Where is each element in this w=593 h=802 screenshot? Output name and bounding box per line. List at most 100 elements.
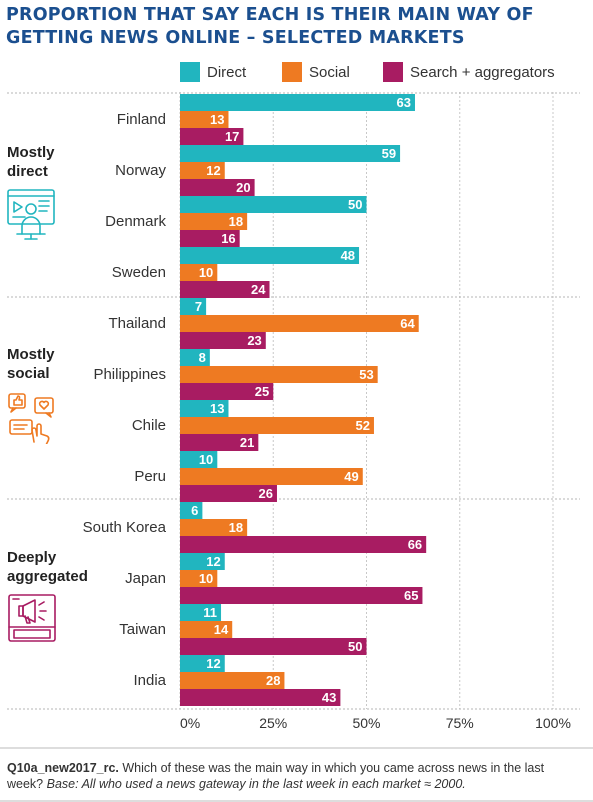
group-label-mostly-direct-line-1: Mostly [7,144,55,161]
bar-peru-direct [180,451,218,468]
value-label-india-search-aggregators: 43 [322,690,336,705]
value-label-taiwan-direct: 11 [203,605,217,620]
bar-chile-search-aggregators [180,434,259,451]
value-label-philippines-search-aggregators: 25 [255,384,269,399]
category-label-philippines: Philippines [93,366,166,383]
bar-denmark-direct [180,196,367,213]
footnote-question-text: Which of these was the main way in which… [7,761,545,791]
bar-south-korea-search-aggregators [180,536,427,553]
value-label-south-korea-search-aggregators: 66 [408,537,422,552]
bar-south-korea-social [180,519,248,536]
category-label-finland: Finland [117,111,166,128]
value-label-philippines-direct: 8 [199,350,206,365]
bar-norway-social [180,162,225,179]
chart-title: PROPORTION THAT SAY EACH IS THEIR MAIN W… [6,4,586,50]
bar-japan-direct [180,553,225,570]
bar-taiwan-social [180,621,233,638]
value-label-taiwan-social: 14 [214,622,229,637]
bar-india-direct [180,655,225,672]
value-label-thailand-social: 64 [400,316,415,331]
value-label-south-korea-direct: 6 [191,503,198,518]
legend-swatch-direct [180,62,200,82]
bar-japan-search-aggregators [180,587,423,604]
category-label-south-korea: South Korea [83,519,167,536]
value-label-denmark-direct: 50 [348,197,362,212]
bar-thailand-direct [180,298,207,315]
group-label-mostly-direct-line-2: direct [7,163,48,180]
value-label-india-social: 28 [266,673,280,688]
bar-taiwan-direct [180,604,222,621]
value-label-peru-social: 49 [344,469,358,484]
value-label-japan-search-aggregators: 65 [404,588,418,603]
bar-sweden-social [180,264,218,281]
bar-india-social [180,672,285,689]
footnote-base: Base: All who used a news gateway in the… [43,777,466,791]
value-label-denmark-search-aggregators: 16 [221,231,235,246]
value-label-thailand-search-aggregators: 23 [247,333,261,348]
group-label-deeply-aggregated: Deeply aggregated [7,548,88,586]
x-tick-label-75: 75% [446,715,474,731]
legend: Direct Social Search + aggregators [0,62,593,82]
category-label-denmark: Denmark [105,213,166,230]
bar-peru-social [180,468,363,485]
category-label-thailand: Thailand [108,315,166,332]
bar-denmark-search-aggregators [180,230,240,247]
value-label-south-korea-social: 18 [229,520,243,535]
bar-philippines-direct [180,349,210,366]
value-label-sweden-social: 10 [199,265,213,280]
bar-peru-search-aggregators [180,485,277,502]
group-label-deeply-aggregated-line-2: aggregated [7,568,88,585]
value-label-norway-direct: 59 [382,146,396,161]
bar-japan-social [180,570,218,587]
bar-thailand-social [180,315,419,332]
legend-label-direct: Direct [207,63,247,81]
legend-swatch-social [282,62,302,82]
value-label-japan-social: 10 [199,571,213,586]
value-label-japan-direct: 12 [206,554,220,569]
value-label-philippines-social: 53 [359,367,373,382]
bar-finland-social [180,111,229,128]
bar-denmark-social [180,213,248,230]
bar-philippines-social [180,366,378,383]
bar-sweden-direct [180,247,360,264]
value-label-peru-direct: 10 [199,452,213,467]
group-label-mostly-social-line-2: social [7,365,50,382]
value-label-thailand-direct: 7 [195,299,202,314]
x-tick-label-0: 0% [180,715,200,731]
group-label-deeply-aggregated-line-1: Deeply [7,549,57,566]
value-label-peru-search-aggregators: 26 [259,486,273,501]
value-label-chile-direct: 13 [210,401,224,416]
bar-taiwan-search-aggregators [180,638,367,655]
bar-norway-search-aggregators [180,179,255,196]
chart-title-line-2: GETTING NEWS ONLINE – SELECTED MARKETS [6,28,465,48]
value-label-sweden-direct: 48 [341,248,355,263]
value-label-finland-search-aggregators: 17 [225,129,239,144]
bar-finland-direct [180,94,415,111]
value-label-finland-direct: 63 [397,95,411,110]
legend-label-search-aggregators: Search + aggregators [410,63,555,81]
video-presenter-icon [7,189,55,240]
legend-item-search-aggregators: Search + aggregators [383,62,555,82]
bar-chile-direct [180,400,229,417]
group-label-mostly-social: Mostly social [7,345,55,383]
value-label-taiwan-search-aggregators: 50 [348,639,362,654]
value-label-sweden-search-aggregators: 24 [251,282,266,297]
category-label-india: India [133,672,166,689]
x-tick-label-100: 100% [535,715,571,731]
value-label-norway-social: 12 [206,163,220,178]
category-label-chile: Chile [132,417,166,434]
news-feed-megaphone-icon [8,594,56,642]
value-label-india-direct: 12 [206,656,220,671]
x-tick-label-25: 25% [259,715,287,731]
bar-chile-social [180,417,374,434]
value-label-norway-search-aggregators: 20 [236,180,250,195]
legend-item-social: Social [282,62,350,82]
x-tick-label-50: 50% [352,715,380,731]
group-label-mostly-direct: Mostly direct [7,143,55,181]
footnote-question-code: Q10a_new2017_rc. [7,761,119,775]
value-label-chile-social: 52 [355,418,369,433]
value-label-denmark-social: 18 [229,214,243,229]
chart-title-line-1: PROPORTION THAT SAY EACH IS THEIR MAIN W… [6,5,534,25]
bar-philippines-search-aggregators [180,383,274,400]
